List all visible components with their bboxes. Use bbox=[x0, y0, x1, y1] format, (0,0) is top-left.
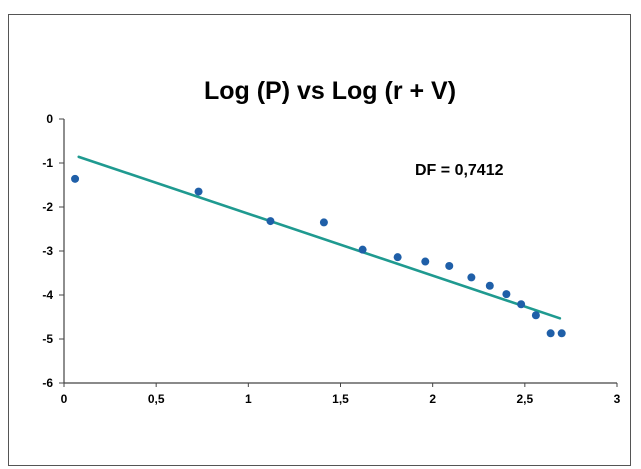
data-point bbox=[266, 217, 275, 226]
y-tick-label: -2 bbox=[42, 200, 53, 214]
data-point bbox=[517, 300, 526, 309]
data-point bbox=[194, 187, 203, 196]
data-point bbox=[358, 245, 367, 254]
trendline bbox=[77, 155, 562, 320]
chart-frame bbox=[8, 14, 631, 466]
y-tick-label: -3 bbox=[42, 244, 53, 258]
data-point bbox=[546, 329, 555, 338]
x-tick-label: 2,5 bbox=[516, 392, 533, 406]
data-point bbox=[531, 311, 540, 320]
y-tick-label: 0 bbox=[46, 112, 53, 126]
df-annotation: DF = 0,7412 bbox=[415, 162, 504, 179]
y-tick-label: -5 bbox=[42, 332, 53, 346]
y-tick-label: -6 bbox=[42, 376, 53, 390]
y-tick-label: -4 bbox=[42, 288, 53, 302]
data-point bbox=[393, 253, 402, 262]
data-point bbox=[445, 261, 454, 270]
x-tick-label: 1 bbox=[245, 392, 252, 406]
data-point bbox=[71, 174, 80, 183]
data-point bbox=[467, 273, 476, 282]
chart-title: Log (P) vs Log (r + V) bbox=[204, 77, 456, 105]
y-tick-label: -1 bbox=[42, 156, 53, 170]
data-point bbox=[502, 290, 511, 299]
data-point bbox=[485, 281, 494, 290]
data-point bbox=[557, 329, 566, 338]
x-tick-label: 2 bbox=[429, 392, 436, 406]
x-tick-label: 0,5 bbox=[148, 392, 165, 406]
x-tick-label: 3 bbox=[614, 392, 621, 406]
x-tick-label: 1,5 bbox=[332, 392, 349, 406]
data-point bbox=[421, 257, 430, 266]
data-point bbox=[319, 218, 328, 227]
x-tick-label: 0 bbox=[61, 392, 68, 406]
